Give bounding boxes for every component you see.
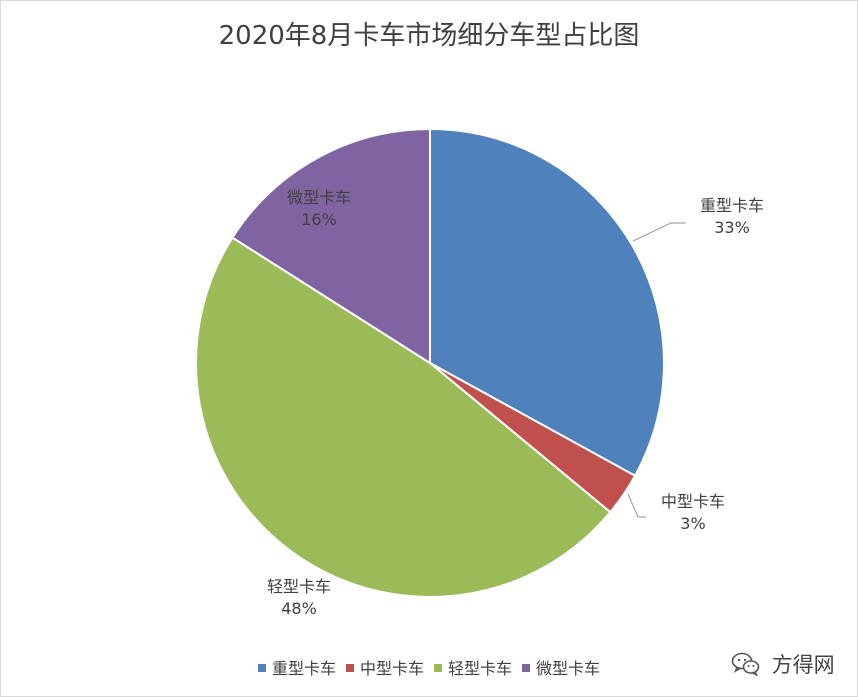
pie-slice: [195, 236, 612, 598]
watermark-text: 方得网: [771, 653, 835, 677]
leader-line: [632, 222, 686, 242]
slice-value-label: 33%: [714, 218, 750, 237]
legend-swatch: [345, 663, 354, 672]
legend-label: 中型卡车: [359, 659, 424, 678]
pie-slice: [231, 127, 431, 365]
leader-lines: [627, 222, 686, 518]
watermark: 方得网: [731, 649, 835, 681]
leader-line: [627, 493, 646, 518]
legend-item: 重型卡车: [257, 655, 336, 679]
legend-label: 轻型卡车: [448, 659, 513, 678]
legend-swatch: [522, 663, 531, 672]
chart-title: 2020年8月卡车市场细分车型占比图: [218, 21, 640, 51]
legend-label: 重型卡车: [271, 659, 336, 678]
slice-value-label: 3%: [680, 514, 705, 533]
slice-name-label: 中型卡车: [661, 492, 725, 511]
slice-value-label: 48%: [281, 599, 317, 618]
slice-labels: 重型卡车 33% 中型卡车 3% 轻型卡车 48% 微型卡车 16%: [267, 188, 764, 618]
legend-swatch: [257, 663, 266, 672]
pie-slice: [429, 127, 665, 478]
slice-name-label: 微型卡车: [287, 188, 351, 207]
legend-swatch: [434, 663, 442, 672]
wechat-icon: [731, 652, 761, 681]
legend-item: 中型卡车: [345, 655, 424, 679]
legend-label: 微型卡车: [536, 659, 601, 678]
pie-slices: [195, 127, 665, 598]
legend-item: 轻型卡车: [434, 655, 512, 679]
slice-name-label: 轻型卡车: [267, 577, 331, 596]
chart-legend: 重型卡车 中型卡车 轻型卡车 微型卡车: [1, 655, 857, 679]
legend-item: 微型卡车: [522, 655, 600, 679]
slice-name-label: 重型卡车: [700, 196, 764, 215]
slice-value-label: 16%: [301, 210, 337, 229]
